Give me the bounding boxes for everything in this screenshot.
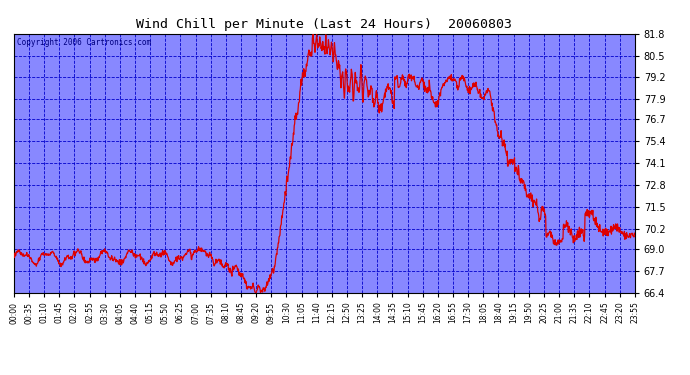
Text: Copyright 2006 Cartronics.com: Copyright 2006 Cartronics.com bbox=[17, 38, 151, 46]
Title: Wind Chill per Minute (Last 24 Hours)  20060803: Wind Chill per Minute (Last 24 Hours) 20… bbox=[137, 18, 512, 31]
